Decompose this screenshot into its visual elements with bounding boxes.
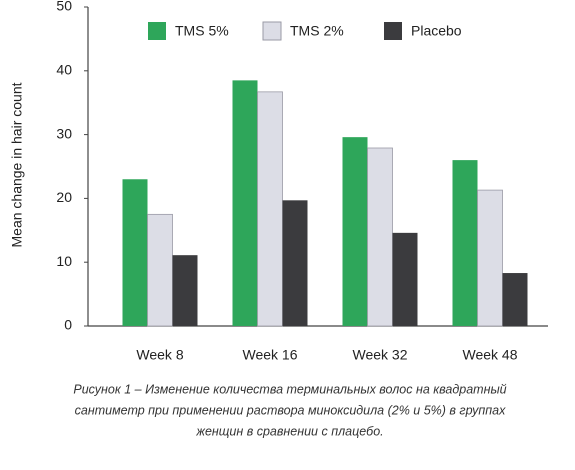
bar (122, 179, 148, 326)
bar (172, 255, 198, 326)
legend-swatch (148, 22, 166, 40)
bar (232, 80, 258, 327)
bar (502, 273, 528, 326)
caption-line: сантиметр при применении раствора минокс… (75, 403, 506, 417)
legend-label: Placebo (411, 23, 462, 39)
x-tick-label: Week 16 (243, 347, 298, 363)
y-tick-label: 30 (56, 125, 72, 141)
x-tick-label: Week 32 (353, 347, 408, 363)
y-tick-label: 40 (56, 62, 72, 78)
y-tick-label: 50 (56, 0, 72, 14)
legend-swatch (384, 22, 402, 40)
bar (452, 160, 478, 326)
caption-line: Рисунок 1 – Изменение количества термина… (73, 382, 506, 396)
bar (392, 232, 418, 326)
bar (147, 213, 173, 327)
legend-swatch (262, 21, 282, 41)
bar (367, 147, 393, 327)
y-tick-label: 10 (56, 253, 72, 269)
legend-label: TMS 5% (175, 23, 229, 39)
bar (342, 137, 368, 326)
y-axis-label: Mean change in hair count (9, 82, 25, 247)
bar (282, 200, 308, 326)
bar (257, 91, 283, 327)
x-tick-label: Week 48 (463, 347, 518, 363)
x-tick-label: Week 8 (136, 347, 183, 363)
caption-line: женщин в сравнении с плацебо. (195, 424, 383, 438)
y-tick-label: 0 (64, 317, 72, 333)
legend-label: TMS 2% (290, 23, 344, 39)
y-tick-label: 20 (56, 189, 72, 205)
bar (477, 189, 503, 327)
